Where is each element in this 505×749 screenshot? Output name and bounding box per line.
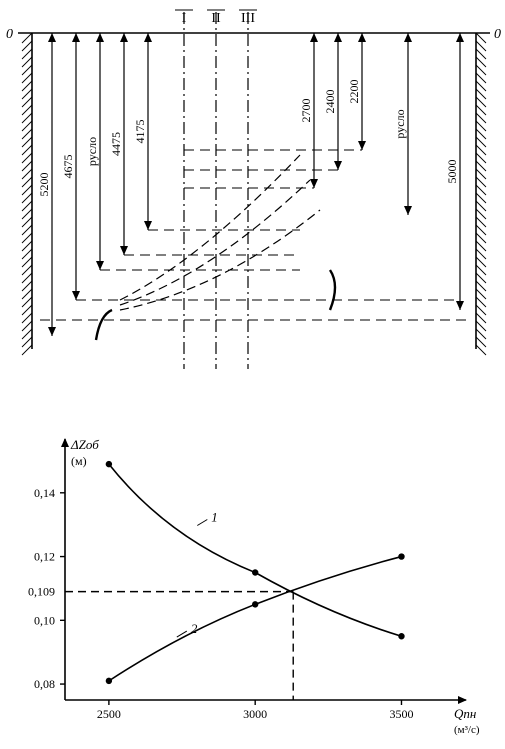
upper-axis-label-left: 0	[6, 27, 13, 42]
upper-axis-label-right: 0	[494, 27, 501, 42]
measure-2200: 2200	[347, 80, 361, 104]
measure-4175: 4175	[133, 120, 147, 144]
measure-2400: 2400	[323, 90, 337, 114]
svg-text:2700: 2700	[299, 99, 313, 123]
section-label-II: II	[211, 11, 221, 26]
svg-text:2400: 2400	[323, 90, 337, 114]
series-2-point	[252, 601, 258, 607]
chart-xlabel: Qпн	[454, 706, 476, 721]
svg-text:4475: 4475	[109, 132, 123, 156]
series-2-point	[398, 553, 404, 559]
series-label-2: 2	[191, 621, 198, 636]
ytick-0,12: 0,12	[34, 550, 55, 564]
ytick-intersection: 0,109	[28, 585, 55, 599]
xtick-3500: 3500	[389, 707, 413, 721]
series-1-point	[398, 633, 404, 639]
measure-русло: русло	[85, 137, 99, 166]
series-1-point	[252, 569, 258, 575]
chart-ylabel: ΔZоб	[70, 437, 99, 452]
chart-xlabel-unit: (м³/с)	[454, 724, 480, 736]
series-2-point	[106, 678, 112, 684]
measure-4475: 4475	[109, 132, 123, 156]
ytick-0,14: 0,14	[34, 486, 55, 500]
chart-ylabel-unit: (м)	[71, 454, 87, 468]
section-label-I: I	[182, 11, 187, 26]
section-label-III: III	[241, 11, 255, 26]
svg-text:4175: 4175	[133, 120, 147, 144]
dam-segment-2	[330, 270, 335, 310]
measure-русло: русло	[393, 109, 407, 138]
series-label-1: 1	[211, 510, 218, 525]
svg-text:2200: 2200	[347, 80, 361, 104]
measure-5200: 5200	[37, 173, 51, 197]
xtick-3000: 3000	[243, 707, 267, 721]
svg-text:5200: 5200	[37, 173, 51, 197]
svg-text:русло: русло	[393, 109, 407, 138]
svg-text:4675: 4675	[61, 155, 75, 179]
dam-segment-1	[96, 310, 112, 340]
ytick-0,08: 0,08	[34, 677, 55, 691]
ytick-0,10: 0,10	[34, 613, 55, 627]
svg-text:5000: 5000	[445, 160, 459, 184]
xtick-2500: 2500	[97, 707, 121, 721]
svg-text:русло: русло	[85, 137, 99, 166]
series-1	[109, 464, 402, 636]
measure-5000: 5000	[445, 160, 459, 184]
series-1-point	[106, 461, 112, 467]
measure-4675: 4675	[61, 155, 75, 179]
measure-2700: 2700	[299, 99, 313, 123]
